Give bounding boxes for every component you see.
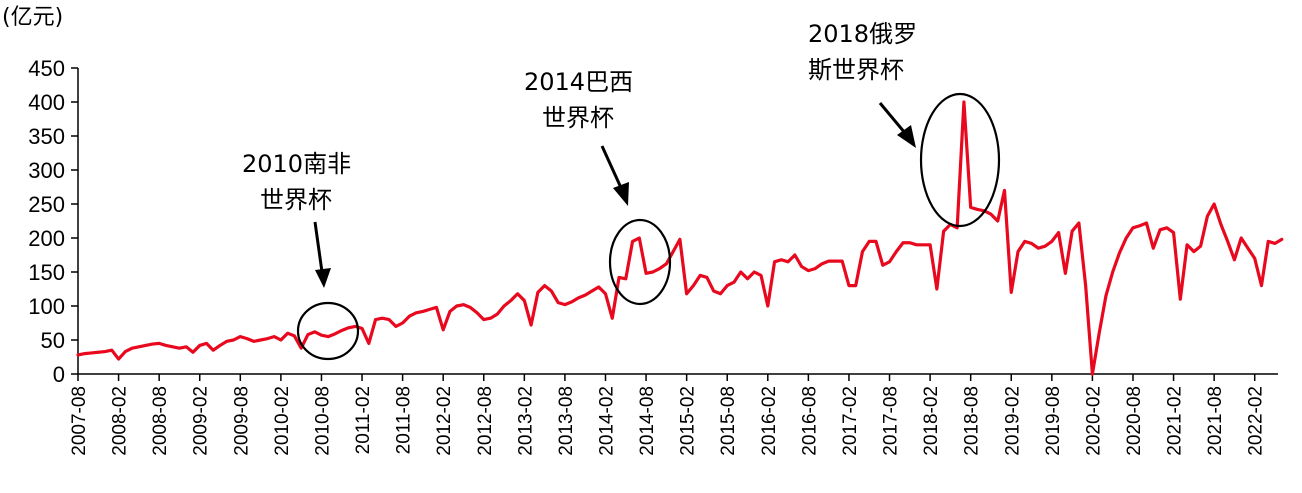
y-tick-label: 400 xyxy=(28,90,65,115)
annotation-label-2014-line1: 2014巴西 xyxy=(524,68,633,96)
y-tick-label: 300 xyxy=(28,158,65,183)
annotation-arrowhead-2010 xyxy=(315,268,331,288)
x-tick-label: 2011-08 xyxy=(394,386,415,454)
x-tick-label: 2009-08 xyxy=(231,386,252,456)
annotation-arrowhead-2018 xyxy=(897,125,916,148)
x-tick-label: 2015-02 xyxy=(678,386,699,456)
y-tick-label: 0 xyxy=(53,362,65,387)
x-tick-label: 2013-08 xyxy=(556,386,577,456)
x-tick-label: 2012-02 xyxy=(434,386,455,456)
annotation-2018: 2018俄罗 斯世界杯 xyxy=(808,20,1001,228)
x-tick-label: 2014-08 xyxy=(637,386,658,456)
annotation-2010: 2010南非 世界杯 xyxy=(242,150,360,361)
x-tick-label: 2014-02 xyxy=(596,386,617,456)
y-tick-label: 150 xyxy=(28,260,65,285)
annotation-label-2010-line2: 世界杯 xyxy=(260,186,332,214)
x-tick-label: 2008-02 xyxy=(110,386,131,456)
y-tick-label: 350 xyxy=(28,124,65,149)
annotation-label-2018-line2: 斯世界杯 xyxy=(808,56,904,84)
x-tick-label: 2020-02 xyxy=(1083,386,1104,456)
x-tick-label: 2016-02 xyxy=(759,386,780,456)
annotation-ellipse-2010 xyxy=(296,301,360,361)
x-tick-label: 2020-08 xyxy=(1124,386,1145,456)
x-tick-label: 2017-02 xyxy=(840,386,861,456)
x-tick-label: 2009-02 xyxy=(191,386,212,456)
annotation-arrow-2010 xyxy=(313,221,324,273)
x-tick-label: 2021-08 xyxy=(1205,386,1226,456)
y-tick-label: 50 xyxy=(41,328,65,353)
annotation-label-2018-line1: 2018俄罗 xyxy=(808,20,917,48)
x-tick-label: 2018-08 xyxy=(962,386,983,456)
x-tick-label: 2010-02 xyxy=(272,386,293,456)
x-tick-label: 2013-02 xyxy=(515,386,536,456)
x-tick-label: 2016-08 xyxy=(799,386,820,456)
x-tick-label: 2021-02 xyxy=(1165,386,1186,456)
x-tick-label: 2012-08 xyxy=(475,386,496,456)
y-tick-label: 450 xyxy=(28,56,65,81)
x-axis: 2007-08 2008-02 2008-08 2009-02 2009-08 2010-… xyxy=(69,373,1278,456)
series-line-0 xyxy=(76,100,1284,376)
x-tick-label: 2008-08 xyxy=(150,386,171,456)
x-tick-label: 2010-08 xyxy=(312,386,333,456)
x-tick-label: 2019-08 xyxy=(1043,386,1064,456)
y-tick-label: 200 xyxy=(28,226,65,251)
y-axis: 0 50 100 150 200 250 300 350 400 450 xyxy=(28,56,79,387)
x-tick-label: 2018-02 xyxy=(921,386,942,456)
annotation-arrow-2018 xyxy=(878,102,907,134)
annotation-arrow-2014 xyxy=(600,145,624,191)
annotation-ellipse-2018 xyxy=(919,92,1001,228)
x-tick-label: 2022-02 xyxy=(1246,386,1267,456)
y-unit-label: (亿元) xyxy=(2,5,63,30)
x-tick-label: 2019-02 xyxy=(1002,386,1023,456)
annotation-ellipse-2014 xyxy=(608,218,672,306)
x-tick-label: 2007-08 xyxy=(69,386,90,456)
x-tick-label: 2017-08 xyxy=(881,386,902,456)
annotation-arrowhead-2014 xyxy=(613,182,629,206)
y-tick-label: 100 xyxy=(28,294,65,319)
y-tick-label: 250 xyxy=(28,192,65,217)
x-tick-label: 2015-08 xyxy=(718,386,739,456)
series-layer xyxy=(76,100,1284,376)
annotation-label-2010-line1: 2010南非 xyxy=(242,150,351,178)
x-tick-label: 2011-02 xyxy=(353,386,374,454)
annotation-label-2014-line2: 世界杯 xyxy=(542,104,614,132)
annotation-2014: 2014巴西 世界杯 xyxy=(524,68,672,306)
